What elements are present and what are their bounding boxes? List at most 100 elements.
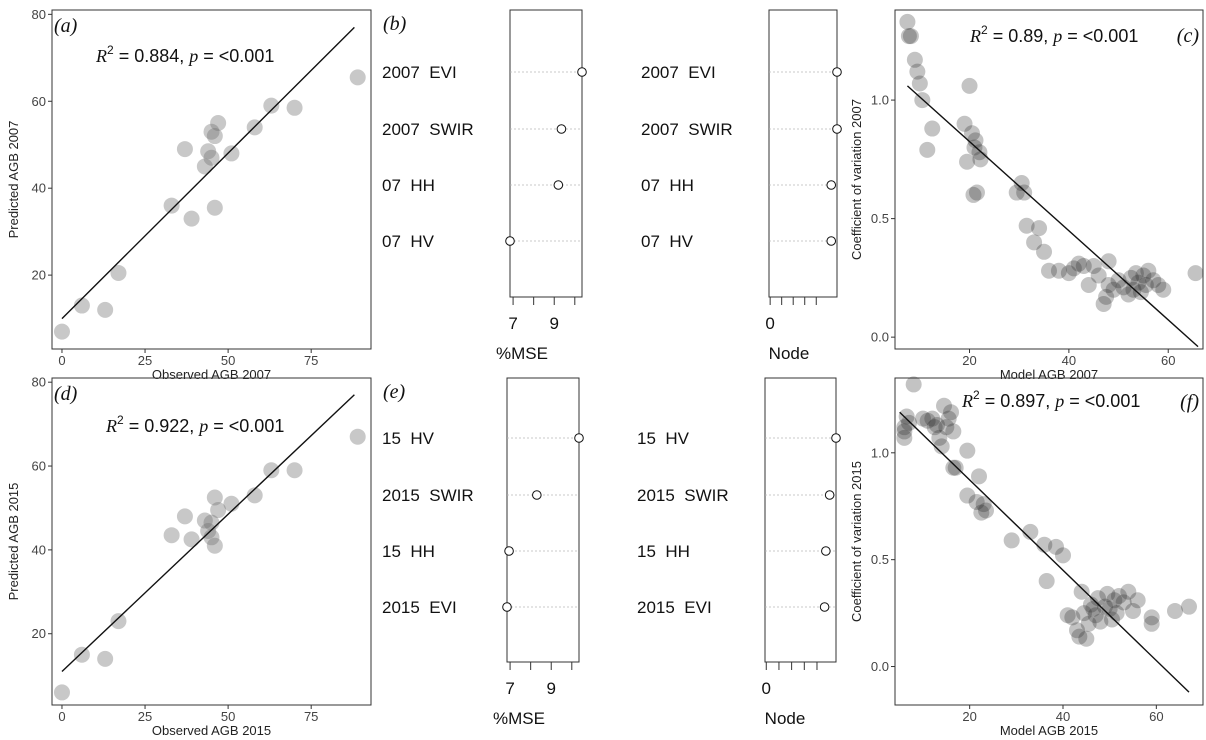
x-axis-title: Model AGB 2015 [1000, 723, 1098, 738]
x-tick-label: 40 [1062, 353, 1076, 368]
data-point [919, 141, 936, 158]
y-tick-label: 0.0 [871, 659, 889, 674]
data-point [1135, 267, 1152, 284]
panel-c: 20 40 60 0.0 0.5 1.0 Model AGB 2007 Coefficient… [849, 9, 1204, 382]
data-point [1145, 272, 1162, 289]
data-point [959, 153, 976, 170]
y-tick-label: 1.0 [871, 445, 889, 460]
x-tick-label: 20 [962, 353, 976, 368]
data-point [965, 186, 982, 203]
r2-symbol: R [105, 416, 117, 436]
data-point [1026, 234, 1043, 251]
stat-annotation: R2 = 0.884, p = <0.001 [95, 43, 274, 66]
data-point [1143, 609, 1160, 626]
data-point [1038, 573, 1055, 590]
data-point [110, 613, 127, 630]
data-point [1065, 260, 1082, 277]
y-tick-label: 80 [32, 375, 46, 390]
y-tick-label: 60 [32, 459, 46, 474]
y-tick-label: 20 [32, 626, 46, 641]
plot-frame [764, 377, 837, 663]
y-tick-label: 20 [32, 268, 46, 283]
importance-point [832, 67, 842, 77]
variable-label: 07 HV [382, 232, 435, 251]
data-point [163, 527, 180, 544]
data-point [1101, 600, 1118, 617]
r2-symbol: R [95, 46, 107, 66]
variable-label: 15 HH [637, 542, 690, 561]
y-axis-title: Coefficient of variation 2015 [849, 461, 864, 622]
data-point [1120, 286, 1137, 303]
data-point [286, 462, 303, 479]
x-tick-label: 40 [1056, 709, 1070, 724]
data-point [1120, 583, 1137, 600]
fit-line [899, 411, 1190, 693]
data-point [1100, 276, 1117, 293]
y-tick-label: 80 [32, 7, 46, 22]
panel-label: (a) [54, 15, 78, 37]
data-point [1031, 220, 1048, 237]
data-point [349, 69, 366, 86]
p-value: <0.001 [1085, 391, 1141, 411]
data-point [1055, 547, 1071, 564]
fit-line [61, 26, 355, 320]
data-point [968, 184, 985, 201]
variable-label: 2015 SWIR [637, 486, 729, 505]
data-point [1127, 265, 1144, 282]
r2-value: 0.922 [144, 416, 189, 436]
data-point [203, 149, 220, 166]
y-axis-title: Predicted AGB 2015 [6, 483, 21, 601]
p-symbol: p [187, 46, 198, 66]
variable-label: 07 HH [382, 176, 435, 195]
data-point [901, 414, 917, 431]
panel-label: (f) [1180, 391, 1199, 413]
r2-value: 0.89 [1008, 26, 1043, 46]
data-point [1130, 274, 1147, 291]
data-point [1110, 272, 1127, 289]
node-subplot: 15 HV 2015 SWIR 15 HH 2015 EVI 0 Node [637, 377, 841, 728]
plot-frame [51, 9, 372, 350]
sep: , [1045, 391, 1055, 411]
data-point [896, 429, 913, 446]
x-tick-label: 9 [549, 314, 558, 333]
data-point [196, 158, 213, 175]
data-point [1122, 269, 1139, 286]
y-tick-label: 40 [32, 181, 46, 196]
r2-symbol: R [961, 391, 973, 411]
data-point [956, 115, 973, 132]
x-tick-label: 50 [221, 353, 235, 368]
data-point [246, 487, 263, 504]
data-point [967, 132, 984, 149]
y-tick-label: 0.5 [871, 211, 889, 226]
r2-value: 0.884 [134, 46, 179, 66]
data-point [1008, 184, 1025, 201]
data-point [945, 423, 962, 440]
data-point [1132, 284, 1149, 301]
plot-frame [506, 377, 580, 663]
data-point [1108, 605, 1125, 622]
x-tick-label: 25 [138, 709, 152, 724]
p-symbol: p [1053, 391, 1064, 411]
y-axis-title: Predicted AGB 2007 [6, 121, 21, 239]
data-point [1150, 276, 1167, 293]
variable-label: 2007 SWIR [641, 120, 733, 139]
sep: , [189, 416, 199, 436]
p-eq: = [198, 46, 219, 66]
p-eq: = [1064, 391, 1085, 411]
data-point [973, 504, 990, 521]
data-point [961, 77, 978, 94]
plot-frame [894, 377, 1204, 706]
y-tick-label: 60 [32, 94, 46, 109]
p-value: <0.001 [229, 416, 285, 436]
variable-label: 07 HV [641, 232, 694, 251]
importance-point [831, 433, 841, 443]
data-point [1016, 184, 1033, 201]
sep: , [1043, 26, 1053, 46]
data-point [905, 376, 922, 393]
fit-line [906, 85, 1199, 348]
panel-label: (b) [383, 13, 407, 35]
y-tick-label: 0.5 [871, 552, 889, 567]
data-point [183, 531, 200, 548]
mse-subplot: 15 HV 2015 SWIR 15 HH 2015 EVI 7 9%MSE [382, 377, 584, 728]
